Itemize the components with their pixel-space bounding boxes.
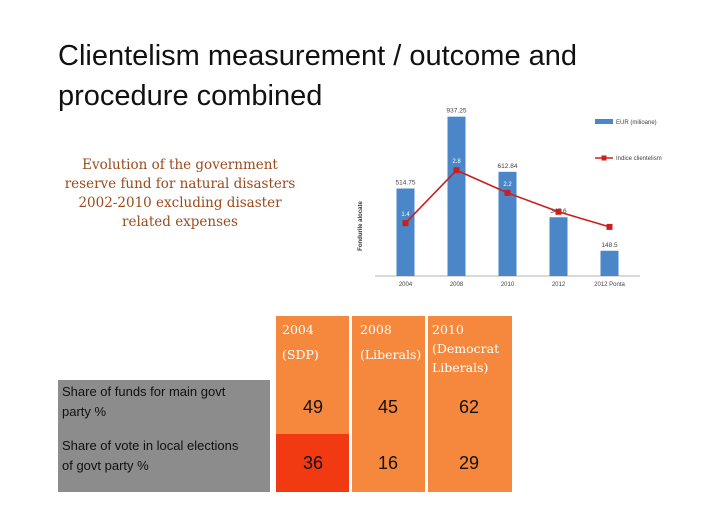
line-value-label: 1.3 [605,216,614,222]
line-value-label: 2.8 [452,159,461,165]
chart-caption: Evolution of the government reserve fund… [50,156,310,232]
line-point [606,223,613,230]
line-point [453,167,460,174]
legend-swatch-bar [595,119,613,124]
table-header: 2004 (SDP) 2008 (Liberals) 2010 (Democra… [276,316,512,380]
legend-label: EUR (milioane) [616,120,657,126]
x-tick-label: 2004 [399,282,413,288]
column-divider [425,316,428,492]
line-point [555,208,562,215]
disaster-fund-chart: Fondurile alocate 514.75 2004 937.25 2008 612… [358,108,662,288]
header-2010: 2010 (Democrat Liberals) [432,322,500,375]
bar-value-label: 612.84 [498,163,518,170]
slide-title: Clientelism measurement / outcome and pr… [58,36,678,116]
x-tick-label: 2008 [450,282,464,288]
table-row: Share of vote in local elections of govt… [58,434,512,492]
cell-value: 16 [350,434,426,492]
bar [447,116,466,276]
caption-line-3: 2002-2010 excluding disaster [78,195,282,211]
row-label: Share of funds for main govt party % [58,380,270,434]
x-tick-label: 2012 Ponta [594,282,625,288]
x-tick-label: 2010 [501,282,515,288]
header-2004: 2004 (SDP) [282,322,319,362]
bar [549,217,568,276]
row-label: Share of vote in local elections of govt… [58,434,270,492]
legend-label: Indice clientelism [616,156,662,162]
bar [600,250,619,276]
caption-line-4: related expenses [122,214,238,230]
bar [498,171,517,276]
cell-value: 49 [276,380,350,434]
bar-value-label: 937.25 [447,108,467,115]
bar-value-label: 514.75 [396,179,416,186]
cell-value: 45 [350,380,426,434]
caption-line-1: Evolution of the government [82,157,278,173]
cell-value: 62 [426,380,512,434]
line-value-label: 1.7 [554,201,563,207]
cell-value: 29 [426,434,512,492]
column-divider [349,316,352,492]
results-table: 2004 (SDP) 2008 (Liberals) 2010 (Democra… [58,316,512,492]
line-value-label: 2.2 [503,182,512,188]
bar-value-label: 148.5 [601,242,618,249]
cell-value: 36 [276,434,350,492]
legend-swatch-marker [601,155,607,161]
table-row: Share of funds for main govt party % 49 … [58,380,512,434]
line-point [504,189,511,196]
x-tick-label: 2012 [552,282,566,288]
title-line-1: Clientelism measurement / outcome and [58,40,578,72]
line-point [402,220,409,227]
caption-line-2: reserve fund for natural disasters [64,176,296,192]
title-line-2: procedure combined [58,80,323,112]
y-axis-label: Fondurile alocate [358,201,364,251]
bar [396,188,415,276]
header-2008: 2008 (Liberals) [360,322,422,362]
line-value-label: 1.4 [401,212,410,218]
